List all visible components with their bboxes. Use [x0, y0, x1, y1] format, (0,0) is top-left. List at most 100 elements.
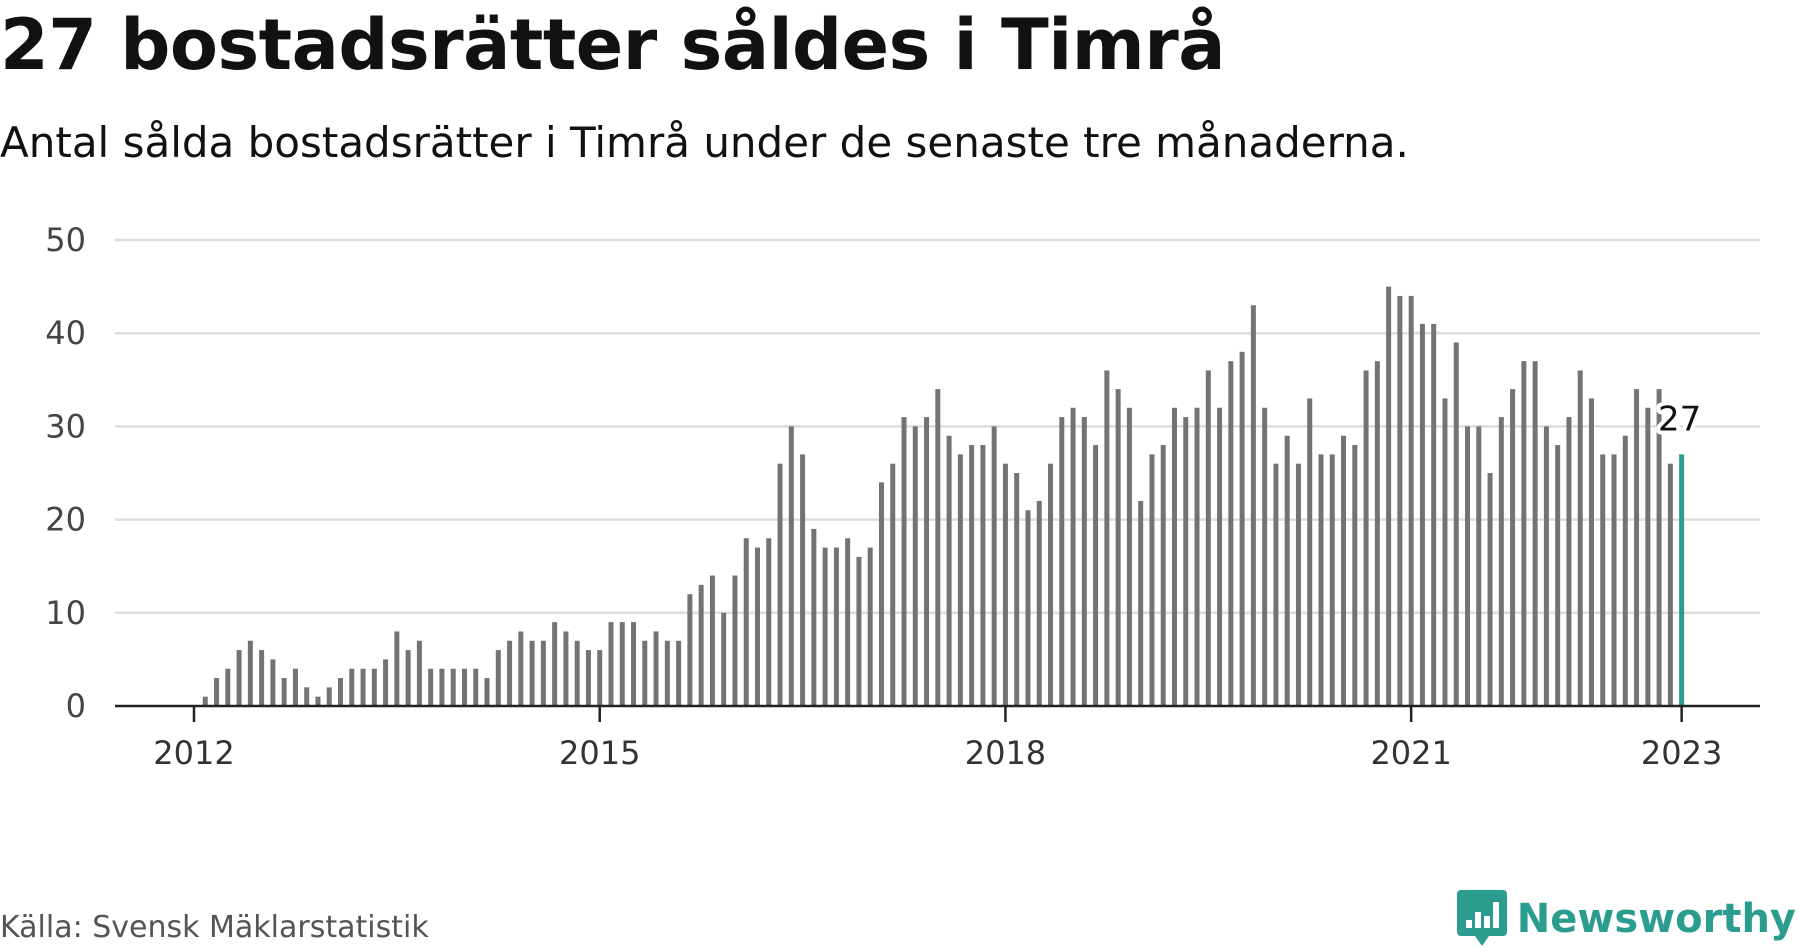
- bar: [1014, 473, 1020, 706]
- x-axis: 2012 2015 2018 2021 2023: [115, 704, 1760, 772]
- x-tick-label: 2018: [965, 734, 1046, 772]
- bar: [676, 640, 682, 706]
- bar: [1149, 454, 1155, 706]
- bar: [214, 678, 220, 706]
- bar: [518, 631, 524, 706]
- bar: [1217, 407, 1223, 706]
- bar: [1194, 407, 1200, 706]
- bar: [292, 668, 298, 706]
- bar: [1048, 463, 1054, 706]
- bar: [845, 538, 851, 706]
- x-tick-label: 2015: [559, 734, 640, 772]
- bar: [1408, 295, 1414, 706]
- bar: [755, 547, 760, 706]
- bar: [1352, 445, 1358, 706]
- bar: [405, 650, 411, 706]
- bar: [1611, 454, 1617, 706]
- bar: [721, 612, 727, 706]
- bar: [236, 650, 242, 706]
- bar: [642, 640, 648, 706]
- bar: [326, 687, 332, 706]
- bar: [1138, 500, 1144, 706]
- bar: [507, 640, 513, 706]
- bar: [1341, 435, 1347, 706]
- bar: [1262, 407, 1268, 706]
- bar: [450, 668, 456, 706]
- bar: [1284, 435, 1290, 706]
- bar: [1521, 361, 1527, 706]
- bar: [1645, 407, 1651, 706]
- bar: [338, 678, 344, 706]
- bar: [1532, 361, 1538, 706]
- bar: [912, 426, 918, 706]
- bar: [698, 584, 704, 706]
- bar: [1160, 445, 1166, 706]
- y-axis-ticks: 0 10 20 30 40 50: [45, 221, 86, 725]
- data-labels: 27: [1654, 395, 1705, 443]
- bar: [1656, 389, 1662, 706]
- bar: [822, 547, 828, 706]
- last-value-label: 27: [1658, 399, 1701, 439]
- bar: [1025, 510, 1031, 706]
- bar: [1634, 389, 1640, 706]
- bar: [878, 482, 884, 706]
- bar: [1059, 417, 1065, 706]
- bar: [1566, 417, 1572, 706]
- bar: [1622, 435, 1628, 706]
- bar: [1104, 370, 1110, 706]
- bar: [732, 575, 738, 706]
- bar: [1431, 323, 1437, 706]
- bar: [552, 622, 558, 706]
- bar: [1183, 417, 1189, 706]
- bar: [247, 640, 253, 706]
- bar: [777, 463, 783, 706]
- brand-logo: Newsworthy: [1456, 890, 1796, 948]
- bar: [833, 547, 839, 706]
- bar: [788, 426, 794, 706]
- bar: [1588, 398, 1594, 706]
- bar: [1442, 398, 1448, 706]
- bar: [1363, 370, 1369, 706]
- bar: [461, 668, 467, 706]
- bar: [687, 594, 693, 706]
- bar: [1295, 463, 1301, 706]
- y-tick-label: 20: [45, 501, 86, 539]
- y-tick-label: 0: [66, 687, 86, 725]
- bar: [1487, 473, 1493, 706]
- x-tick-label: 2021: [1370, 734, 1451, 772]
- bar: [969, 445, 975, 706]
- bar: [1081, 417, 1087, 706]
- y-tick-label: 10: [45, 594, 86, 632]
- bar: [1476, 426, 1482, 706]
- y-tick-label: 40: [45, 314, 86, 352]
- bar: [1002, 463, 1008, 706]
- bar: [1498, 417, 1504, 706]
- bar: [428, 668, 434, 706]
- bar: [416, 640, 422, 706]
- bar: [1228, 361, 1234, 706]
- bar: [1374, 361, 1380, 706]
- bar: [473, 668, 479, 706]
- x-tick-label: 2012: [153, 734, 234, 772]
- bar: [867, 547, 873, 706]
- bar: [439, 668, 445, 706]
- bar: [946, 435, 952, 706]
- bar: [495, 650, 501, 706]
- bar: [653, 631, 659, 706]
- bar: [270, 659, 276, 706]
- bar: [529, 640, 535, 706]
- bar: [1126, 407, 1132, 706]
- bar: [1070, 407, 1076, 706]
- bar: [1510, 389, 1516, 706]
- bar: [1577, 370, 1583, 706]
- bar: [1329, 454, 1335, 706]
- bar: [1239, 351, 1245, 706]
- bar: [484, 678, 490, 706]
- bar: [371, 668, 377, 706]
- bar: [1036, 500, 1042, 706]
- bar: [1667, 463, 1673, 706]
- bar: [1307, 398, 1313, 706]
- bar: [563, 631, 569, 706]
- bar: [924, 417, 930, 706]
- bar: [1093, 445, 1099, 706]
